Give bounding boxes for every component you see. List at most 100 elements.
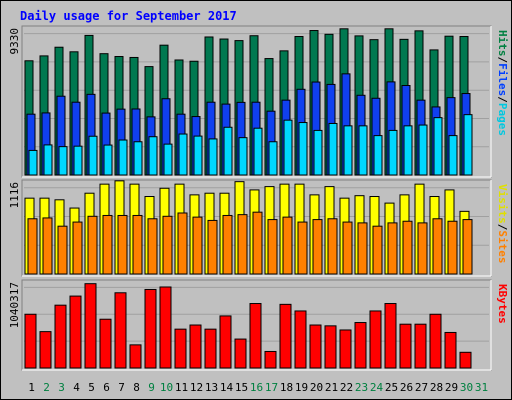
bar-sites-day-4 bbox=[72, 221, 83, 275]
x-label-day-14: 14 bbox=[220, 381, 234, 394]
bar-sites-day-17 bbox=[267, 219, 278, 275]
x-label-day-8: 8 bbox=[133, 381, 140, 394]
bar-pages-day-13 bbox=[208, 138, 218, 176]
bar-pages-day-19 bbox=[298, 122, 308, 176]
bar-kbytes-day-4 bbox=[69, 295, 82, 369]
x-label-day-28: 28 bbox=[430, 381, 443, 394]
bar-kbytes-day-13 bbox=[204, 328, 217, 369]
bar-kbytes-day-17 bbox=[264, 350, 277, 369]
bar-pages-day-9 bbox=[148, 136, 158, 176]
bar-kbytes-day-29 bbox=[444, 331, 457, 369]
bar-pages-day-23 bbox=[358, 125, 368, 176]
x-label-day-11: 11 bbox=[175, 381, 188, 394]
legend-separator: / bbox=[496, 57, 509, 64]
bar-sites-day-27 bbox=[417, 222, 428, 275]
legend-separator: / bbox=[496, 96, 509, 103]
bar-sites-day-14 bbox=[222, 214, 233, 275]
x-label-day-20: 20 bbox=[310, 381, 323, 394]
bar-kbytes-day-6 bbox=[99, 318, 112, 369]
bar-pages-day-20 bbox=[313, 129, 323, 176]
panel-2: 1116 Visits/Sites bbox=[8, 179, 509, 277]
legend-hits: Hits bbox=[496, 30, 509, 57]
x-label-day-24: 24 bbox=[370, 381, 384, 394]
x-label-day-31: 31 bbox=[475, 381, 488, 394]
y-max-label: 1116 bbox=[8, 182, 21, 209]
legend-pages: Pages bbox=[496, 103, 509, 136]
bar-kbytes-day-18 bbox=[279, 303, 292, 369]
bar-sites-day-12 bbox=[192, 216, 203, 275]
bar-pages-day-18 bbox=[283, 119, 293, 176]
x-label-day-18: 18 bbox=[280, 381, 293, 394]
x-label-day-25: 25 bbox=[385, 381, 398, 394]
bar-sites-day-22 bbox=[342, 221, 353, 275]
bar-pages-day-11 bbox=[178, 133, 188, 176]
x-label-day-7: 7 bbox=[118, 381, 125, 394]
bar-sites-day-1 bbox=[27, 218, 38, 275]
bar-pages-day-1 bbox=[28, 149, 38, 176]
bar-sites-day-20 bbox=[312, 219, 323, 275]
bar-pages-day-26 bbox=[403, 125, 413, 176]
bar-sites-day-28 bbox=[432, 218, 443, 275]
bar-sites-day-7 bbox=[117, 214, 128, 275]
bar-sites-day-21 bbox=[327, 218, 338, 275]
bar-sites-day-16 bbox=[252, 211, 263, 275]
bar-kbytes-day-19 bbox=[294, 310, 307, 369]
bar-sites-day-19 bbox=[297, 221, 308, 275]
bar-pages-day-25 bbox=[388, 129, 398, 176]
bar-pages-day-7 bbox=[118, 139, 128, 176]
bar-kbytes-day-30 bbox=[459, 351, 472, 369]
panel-3: 1040317 KBytes bbox=[8, 279, 509, 371]
bar-sites-day-15 bbox=[237, 214, 248, 275]
legend: Hits/Files/Pages bbox=[496, 30, 509, 136]
x-label-day-26: 26 bbox=[400, 381, 413, 394]
bar-kbytes-day-16 bbox=[249, 303, 262, 369]
x-label-day-5: 5 bbox=[88, 381, 95, 394]
bar-kbytes-day-11 bbox=[174, 328, 187, 369]
bar-sites-day-2 bbox=[42, 217, 53, 275]
x-label-day-4: 4 bbox=[73, 381, 80, 394]
bar-pages-day-16 bbox=[253, 127, 263, 176]
bar-kbytes-day-26 bbox=[399, 323, 412, 369]
x-label-day-9: 9 bbox=[148, 381, 155, 394]
bar-pages-day-10 bbox=[163, 143, 173, 176]
bar-kbytes-day-1 bbox=[24, 313, 37, 369]
bar-pages-day-12 bbox=[193, 135, 203, 176]
bar-sites-day-30 bbox=[462, 219, 473, 275]
bar-kbytes-day-15 bbox=[234, 338, 247, 369]
x-label-day-30: 30 bbox=[460, 381, 473, 394]
bar-pages-day-15 bbox=[238, 137, 248, 176]
bar-pages-day-24 bbox=[373, 135, 383, 176]
bar-sites-day-6 bbox=[102, 214, 113, 275]
bar-sites-day-5 bbox=[87, 215, 98, 275]
bar-kbytes-day-27 bbox=[414, 323, 427, 369]
bar-kbytes-day-28 bbox=[429, 313, 442, 369]
bar-kbytes-day-20 bbox=[309, 324, 322, 369]
bar-pages-day-14 bbox=[223, 126, 233, 176]
bar-pages-day-4 bbox=[73, 145, 83, 176]
bar-sites-day-25 bbox=[387, 222, 398, 275]
legend-files: Files bbox=[496, 63, 509, 96]
bar-kbytes-day-3 bbox=[54, 304, 67, 369]
bar-sites-day-11 bbox=[177, 212, 188, 275]
bar-sites-day-13 bbox=[207, 219, 218, 275]
bar-sites-day-18 bbox=[282, 216, 293, 275]
x-label-day-21: 21 bbox=[325, 381, 338, 394]
x-label-day-19: 19 bbox=[295, 381, 308, 394]
x-label-day-16: 16 bbox=[250, 381, 263, 394]
bar-pages-day-3 bbox=[58, 146, 68, 176]
bar-pages-day-28 bbox=[433, 117, 443, 176]
bar-sites-day-26 bbox=[402, 220, 413, 275]
legend-separator: / bbox=[496, 224, 509, 231]
bar-kbytes-day-12 bbox=[189, 324, 202, 369]
bar-kbytes-day-24 bbox=[369, 310, 382, 369]
x-label-day-3: 3 bbox=[58, 381, 65, 394]
x-label-day-17: 17 bbox=[265, 381, 278, 394]
bar-kbytes-day-9 bbox=[144, 288, 157, 369]
x-label-day-13: 13 bbox=[205, 381, 218, 394]
bar-sites-day-8 bbox=[132, 214, 143, 275]
x-label-day-10: 10 bbox=[160, 381, 173, 394]
legend-sites: Sites bbox=[496, 230, 509, 263]
y-max-label: 1040317 bbox=[8, 282, 21, 328]
x-label-day-15: 15 bbox=[235, 381, 248, 394]
